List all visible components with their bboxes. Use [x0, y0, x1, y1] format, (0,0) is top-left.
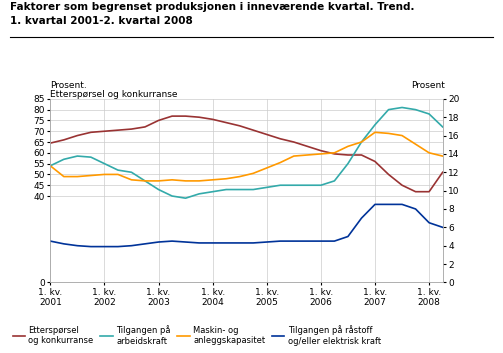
Text: Prosent.: Prosent. [50, 81, 87, 90]
Text: Faktorer som begrenset produksjonen i inneværende kvartal. Trend.: Faktorer som begrenset produksjonen i in… [10, 2, 414, 12]
Text: 1. kvartal 2001-2. kvartal 2008: 1. kvartal 2001-2. kvartal 2008 [10, 16, 193, 26]
Legend: Etterspørsel
og konkurranse, Tilgangen på
arbeidskraft, Maskin- og
anleggskapasi: Etterspørsel og konkurranse, Tilgangen p… [9, 322, 384, 349]
Text: Etterspørsel og konkurranse: Etterspørsel og konkurranse [50, 90, 178, 99]
Text: Prosent: Prosent [411, 81, 445, 90]
